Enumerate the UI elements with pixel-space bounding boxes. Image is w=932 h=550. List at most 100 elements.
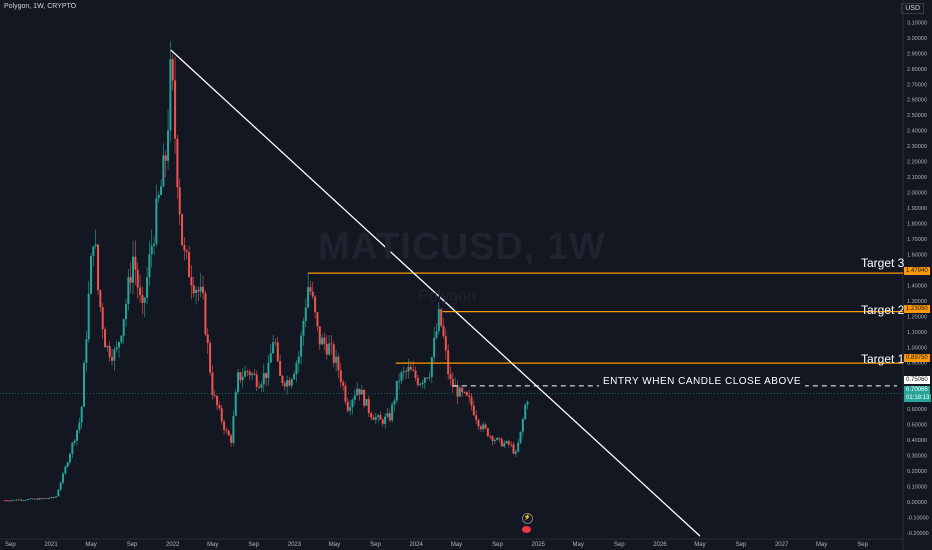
candle-body — [92, 246, 95, 256]
candle-body — [197, 289, 200, 292]
candle-body — [318, 326, 321, 345]
candle-body — [349, 407, 352, 411]
candle-body — [307, 287, 310, 308]
candle-body — [458, 387, 461, 397]
candle-body — [36, 498, 39, 500]
x-tick-label: Sep — [5, 542, 16, 548]
entry-price-tag: 0.75060 — [904, 376, 930, 384]
candle-body — [521, 419, 524, 432]
candle-body — [321, 337, 324, 345]
candle-body — [232, 415, 235, 443]
target-2-price-tag: 1.23050 — [904, 305, 930, 313]
x-tick-label: Sep — [736, 542, 747, 548]
x-tick-label: May — [207, 542, 218, 548]
candle-body — [416, 377, 419, 386]
candle-body — [507, 441, 510, 445]
candle-body — [405, 371, 408, 373]
x-tick-label: May — [85, 542, 96, 548]
x-tick-label: Sep — [857, 542, 868, 548]
candle-body — [73, 440, 76, 443]
lightning-icon[interactable]: ⚡ — [522, 513, 533, 524]
candle-body — [426, 377, 429, 379]
candle-body — [111, 357, 114, 361]
candle-body — [335, 356, 338, 363]
x-tick-label: May — [573, 542, 584, 548]
y-tick-label: 0.90000 — [907, 361, 927, 367]
candle-body — [24, 499, 27, 501]
candle-body — [34, 498, 37, 500]
x-tick-label: May — [816, 542, 827, 548]
currency-button[interactable]: USD — [901, 3, 924, 14]
candle-body — [514, 451, 517, 454]
candle-body — [150, 245, 153, 255]
x-tick-label: Sep — [370, 542, 381, 548]
x-tick-label: May — [451, 542, 462, 548]
y-tick-label: 2.30000 — [907, 144, 927, 150]
candle-body — [412, 369, 415, 371]
candle-body — [290, 379, 293, 386]
candle-body — [94, 244, 97, 247]
candle-body — [216, 395, 219, 406]
y-tick-label: 1.40000 — [907, 283, 927, 289]
candle-body — [486, 428, 489, 437]
candle-body — [85, 339, 88, 363]
candle-body — [78, 422, 81, 431]
candle-body — [409, 366, 412, 370]
x-tick-label: May — [329, 542, 340, 548]
candle-body — [356, 388, 359, 396]
candle-body — [339, 370, 342, 383]
candle-body — [262, 372, 265, 385]
candle-body — [188, 252, 191, 278]
candle-body — [288, 380, 291, 386]
candle-body — [463, 392, 466, 393]
candle-body — [384, 416, 387, 424]
y-tick-label: 0.00000 — [907, 500, 927, 506]
candle-body — [178, 187, 181, 215]
candle-body — [505, 441, 508, 444]
candle-body — [253, 373, 256, 375]
symbol-title[interactable]: Polygon, 1W, CRYPTO — [4, 3, 77, 10]
candle-body — [512, 444, 515, 454]
current-price-tag: 0.70065 — [904, 386, 930, 394]
candle-body — [83, 362, 86, 407]
candle-body — [503, 443, 506, 447]
watermark-name: Polygon — [418, 288, 476, 305]
candle-body — [386, 413, 389, 417]
candle-body — [498, 437, 501, 440]
candle-body — [456, 385, 459, 397]
x-tick-label: 2027 — [775, 542, 789, 548]
y-tick-label: 1.00000 — [907, 345, 927, 351]
candle-body — [227, 430, 230, 436]
candle-body — [433, 337, 436, 358]
candle-body — [120, 335, 123, 343]
candle-body — [449, 374, 452, 379]
target-2-label: Target 2 — [861, 303, 905, 317]
candle-body — [316, 312, 319, 327]
countdown-tag: 01:18:13 — [904, 394, 932, 402]
candle-body — [358, 388, 361, 395]
candle-body — [234, 392, 237, 416]
candle-body — [230, 435, 233, 443]
candle-body — [99, 290, 102, 308]
candle-body — [377, 415, 380, 417]
candle-body — [115, 347, 118, 350]
candle-body — [402, 371, 405, 373]
y-tick-label: 2.80000 — [907, 67, 927, 73]
candle-body — [118, 342, 121, 348]
y-tick-label: 1.10000 — [907, 330, 927, 336]
candle-body — [440, 309, 443, 326]
candle-body — [202, 286, 205, 294]
candle-body — [437, 309, 440, 332]
candle-body — [279, 361, 282, 376]
candle-body — [125, 304, 128, 320]
candle-body — [300, 335, 303, 357]
event-marker-icon[interactable] — [522, 526, 531, 533]
candle-body — [62, 473, 65, 483]
candle-body — [80, 406, 83, 423]
y-tick-label: 1.30000 — [907, 299, 927, 305]
candle-body — [269, 353, 272, 363]
candle-body — [43, 498, 46, 500]
x-tick-label: 2026 — [653, 542, 667, 548]
